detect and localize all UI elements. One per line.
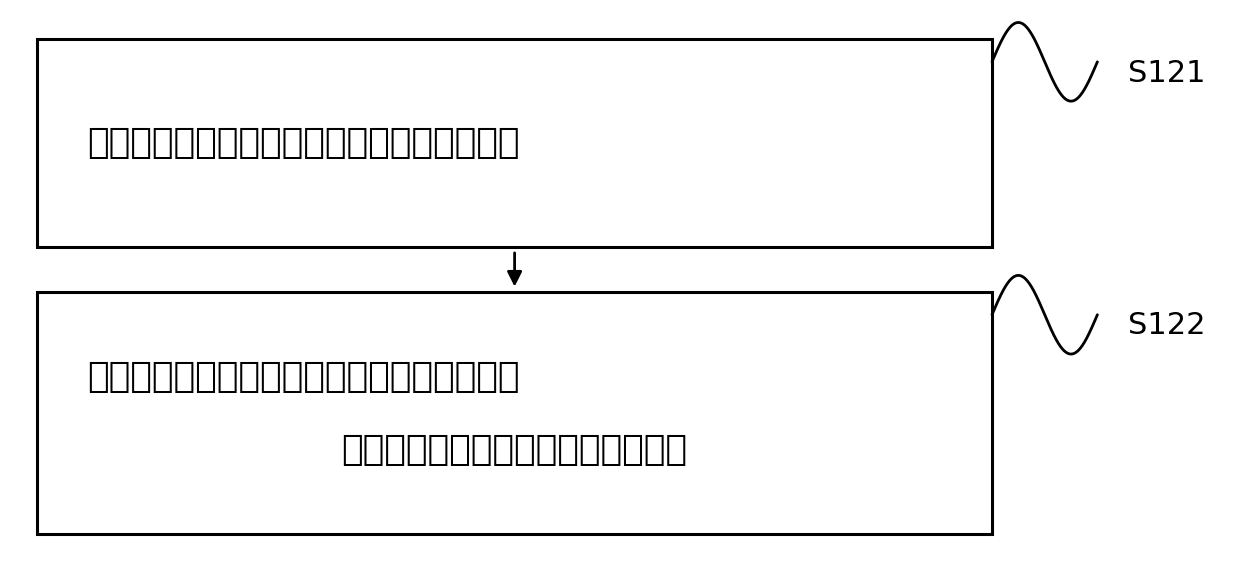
Text: 获取标志位，并根据标志位调用固件加载程序: 获取标志位，并根据标志位调用固件加载程序	[87, 126, 520, 160]
FancyBboxPatch shape	[37, 39, 992, 247]
FancyBboxPatch shape	[37, 292, 992, 534]
Text: S122: S122	[1128, 311, 1205, 341]
Text: 固件加载动作，以完成固件重新加载: 固件加载动作，以完成固件重新加载	[341, 433, 688, 466]
Text: 通过固件加载程序同时执行低功耗退出动作和: 通过固件加载程序同时执行低功耗退出动作和	[87, 360, 520, 393]
Text: S121: S121	[1128, 58, 1205, 88]
